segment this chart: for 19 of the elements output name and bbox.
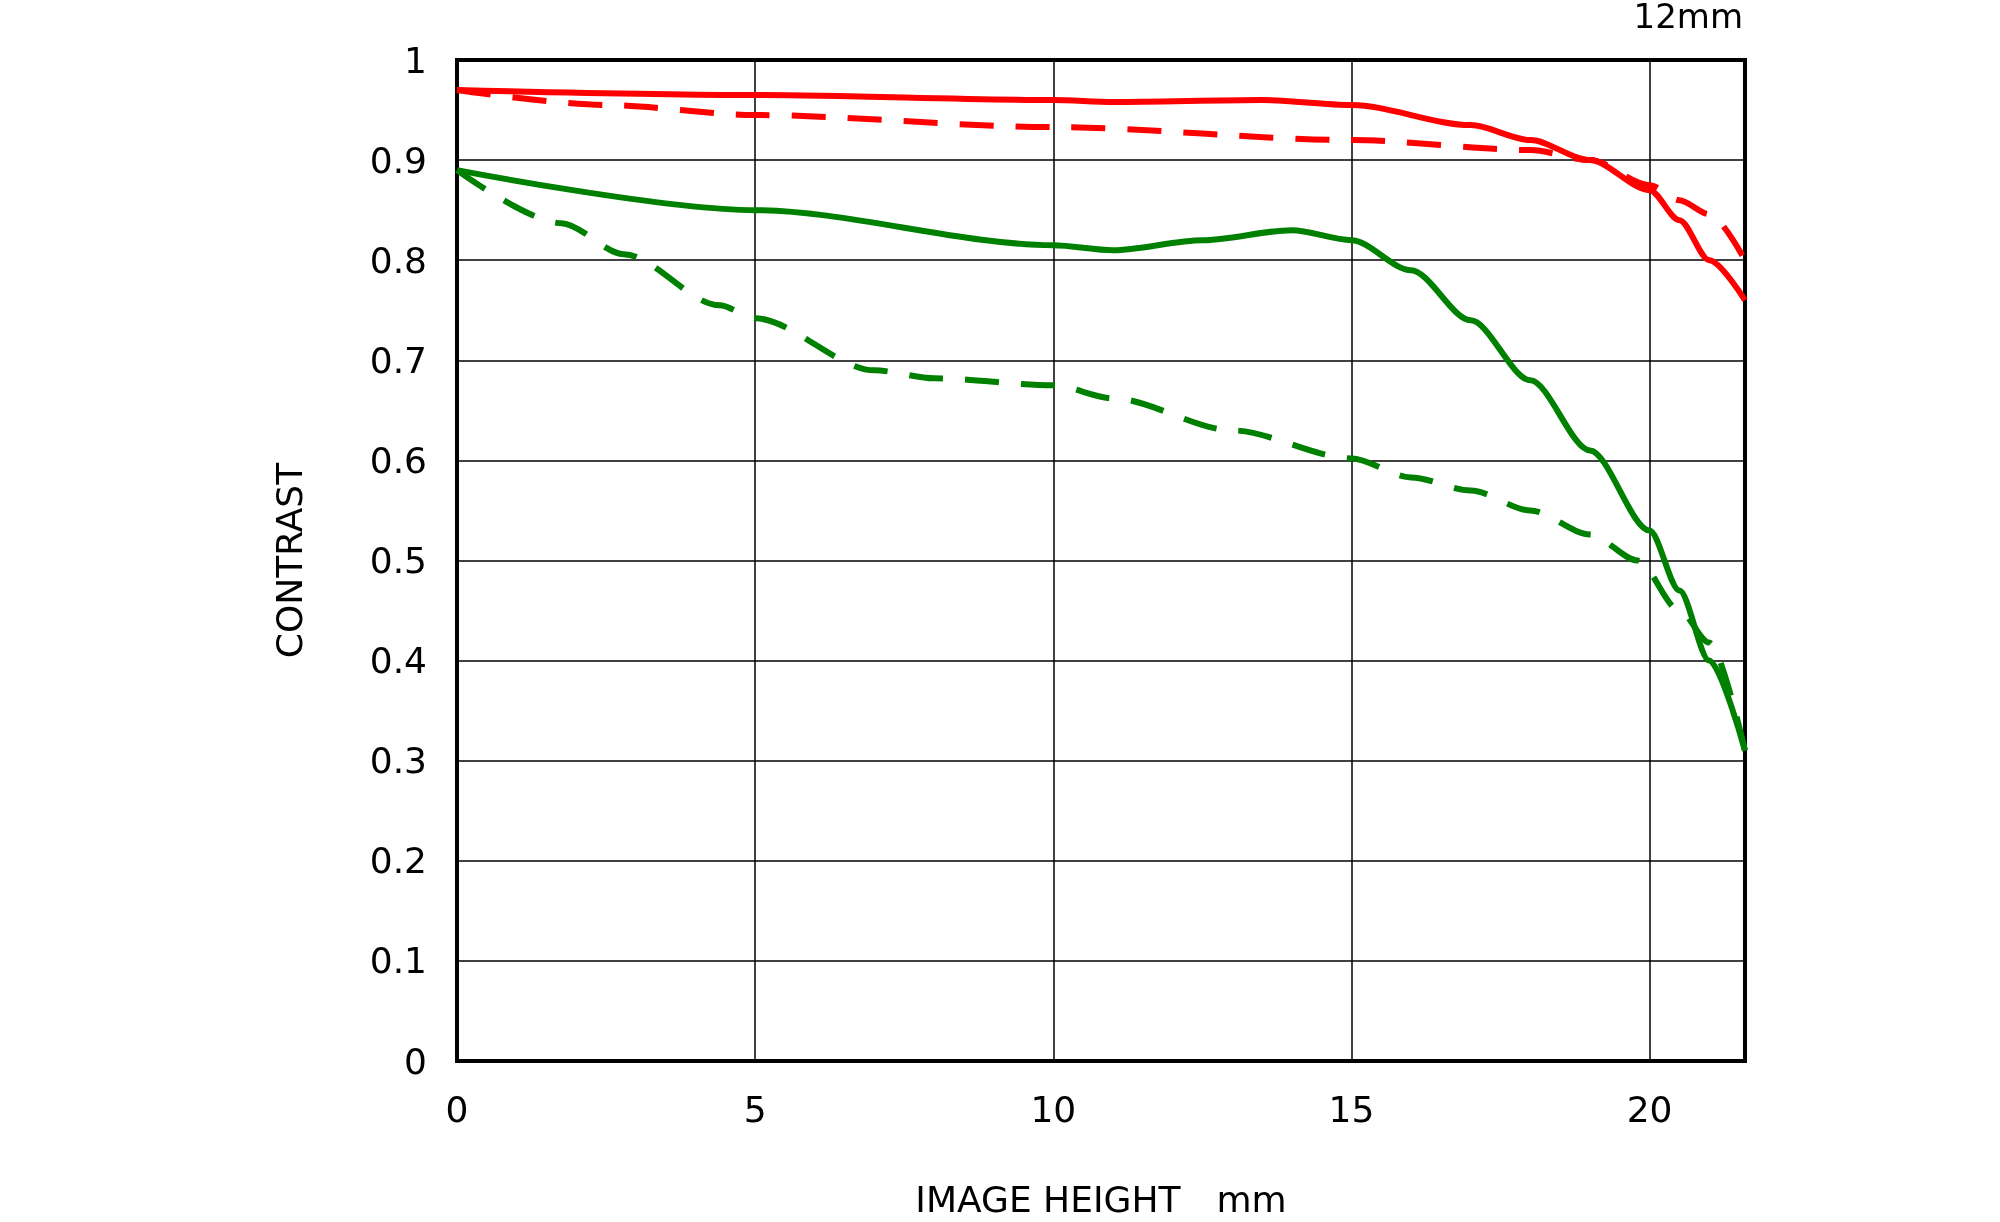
y-tick-label: 0.4 — [369, 640, 427, 682]
y-tick-label: 1 — [404, 39, 427, 81]
y-tick-label: 0.2 — [369, 840, 427, 882]
y-tick-label: 0.8 — [369, 239, 427, 281]
x-tick-label: 0 — [445, 1088, 469, 1130]
x-tick-label: 5 — [743, 1088, 767, 1130]
y-tick-label: 0 — [404, 1040, 427, 1082]
y-tick-label: 0.3 — [369, 740, 427, 782]
x-tick-label: 10 — [1030, 1088, 1077, 1130]
x-tick-label: 15 — [1328, 1088, 1375, 1130]
y-axis-title: CONTRAST — [268, 461, 310, 659]
x-tick-label: 20 — [1626, 1088, 1673, 1130]
x-axis-title: IMAGE HEIGHT mm — [915, 1178, 1287, 1220]
chart-title: 12mm — [1633, 0, 1744, 36]
y-tick-label: 0.9 — [369, 139, 427, 181]
y-tick-label: 0.6 — [369, 439, 427, 481]
y-tick-label: 0.1 — [369, 940, 427, 982]
y-tick-label: 0.5 — [369, 540, 427, 581]
y-tick-label: 0.7 — [369, 339, 427, 381]
